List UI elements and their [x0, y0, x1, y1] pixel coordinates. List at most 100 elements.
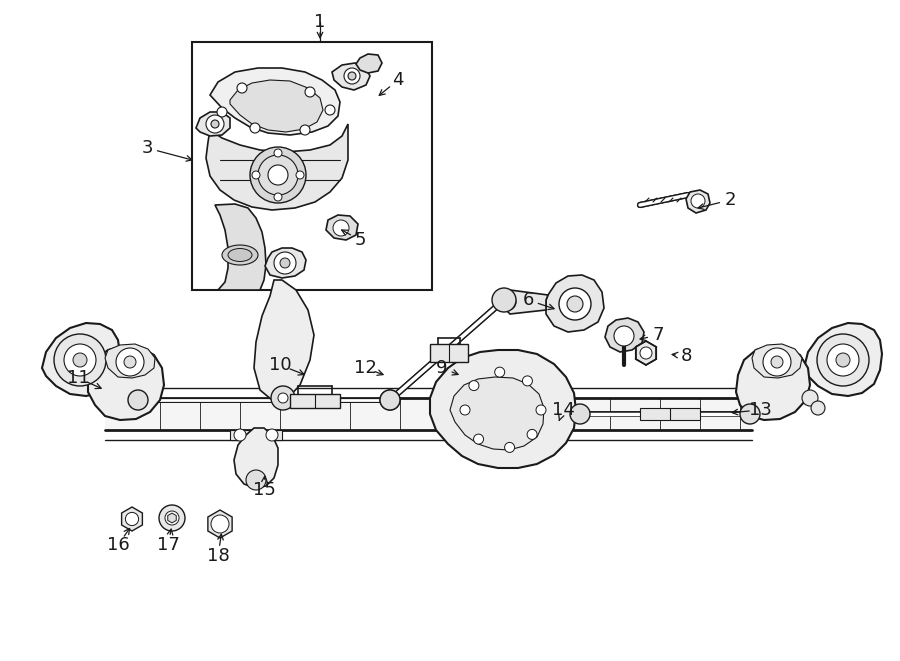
Circle shape [740, 404, 760, 424]
Text: 14: 14 [552, 401, 574, 419]
Circle shape [348, 72, 356, 80]
Polygon shape [210, 68, 340, 135]
Polygon shape [42, 323, 120, 396]
Circle shape [536, 405, 546, 415]
Circle shape [159, 505, 185, 531]
Circle shape [274, 193, 282, 201]
Polygon shape [88, 346, 164, 420]
Polygon shape [206, 124, 348, 210]
Circle shape [640, 347, 652, 359]
Circle shape [274, 149, 282, 157]
Circle shape [124, 356, 136, 368]
Bar [192, 42, 432, 290]
Bar [105, 398, 752, 430]
Circle shape [469, 381, 479, 391]
Polygon shape [736, 346, 810, 420]
Circle shape [522, 376, 533, 386]
Polygon shape [254, 280, 314, 400]
Polygon shape [167, 513, 176, 523]
Circle shape [266, 429, 278, 441]
Circle shape [771, 356, 783, 368]
Polygon shape [234, 428, 278, 488]
Text: 3: 3 [141, 139, 153, 157]
Polygon shape [546, 275, 604, 332]
Circle shape [116, 348, 144, 376]
Polygon shape [215, 204, 266, 290]
Text: 4: 4 [392, 71, 404, 89]
Circle shape [325, 105, 335, 115]
Text: 15: 15 [253, 481, 275, 499]
Circle shape [614, 326, 634, 346]
Circle shape [250, 147, 306, 203]
Text: 1: 1 [314, 13, 326, 31]
Circle shape [527, 430, 537, 440]
Polygon shape [196, 112, 230, 136]
Circle shape [73, 353, 87, 367]
Bar [640, 408, 700, 420]
Circle shape [473, 434, 483, 444]
Circle shape [570, 404, 590, 424]
Polygon shape [332, 63, 370, 90]
Circle shape [691, 194, 705, 208]
Ellipse shape [222, 245, 258, 265]
Circle shape [500, 294, 516, 310]
Circle shape [237, 83, 247, 93]
Circle shape [125, 512, 139, 525]
Circle shape [817, 334, 869, 386]
Text: 8: 8 [680, 347, 692, 365]
Circle shape [165, 511, 179, 525]
Polygon shape [635, 341, 656, 365]
Polygon shape [265, 248, 306, 278]
Circle shape [252, 171, 260, 179]
Circle shape [278, 393, 288, 403]
Circle shape [333, 220, 349, 236]
Circle shape [206, 115, 224, 133]
Circle shape [246, 470, 266, 490]
Circle shape [296, 171, 304, 179]
Circle shape [64, 344, 96, 376]
Circle shape [344, 68, 360, 84]
Circle shape [268, 165, 288, 185]
Circle shape [300, 125, 310, 135]
Ellipse shape [228, 249, 252, 262]
Polygon shape [208, 510, 232, 538]
Polygon shape [605, 318, 644, 352]
Polygon shape [326, 215, 358, 240]
Text: 9: 9 [436, 359, 448, 377]
Text: 6: 6 [522, 291, 534, 309]
Polygon shape [504, 290, 548, 314]
Polygon shape [430, 344, 468, 362]
Circle shape [305, 87, 315, 97]
Circle shape [460, 405, 470, 415]
Circle shape [836, 353, 850, 367]
Polygon shape [290, 394, 340, 408]
Text: 5: 5 [355, 231, 365, 249]
Circle shape [559, 288, 591, 320]
Circle shape [258, 155, 298, 195]
Text: 11: 11 [67, 369, 89, 387]
Text: 7: 7 [652, 326, 664, 344]
Circle shape [827, 344, 859, 376]
Polygon shape [122, 507, 142, 531]
Circle shape [380, 390, 400, 410]
Text: 17: 17 [157, 536, 179, 554]
Polygon shape [686, 190, 710, 213]
Circle shape [492, 288, 516, 312]
Polygon shape [230, 80, 323, 132]
Circle shape [271, 386, 295, 410]
Circle shape [380, 390, 400, 410]
Text: 13: 13 [749, 401, 771, 419]
Polygon shape [752, 344, 802, 378]
Circle shape [54, 334, 106, 386]
Circle shape [811, 401, 825, 415]
Circle shape [495, 367, 505, 377]
Polygon shape [356, 54, 382, 73]
Text: 18: 18 [207, 547, 230, 565]
Circle shape [763, 348, 791, 376]
Polygon shape [230, 430, 282, 440]
Circle shape [567, 296, 583, 312]
Polygon shape [430, 350, 576, 468]
Text: 12: 12 [354, 359, 376, 377]
Text: 16: 16 [106, 536, 130, 554]
Circle shape [234, 429, 246, 441]
